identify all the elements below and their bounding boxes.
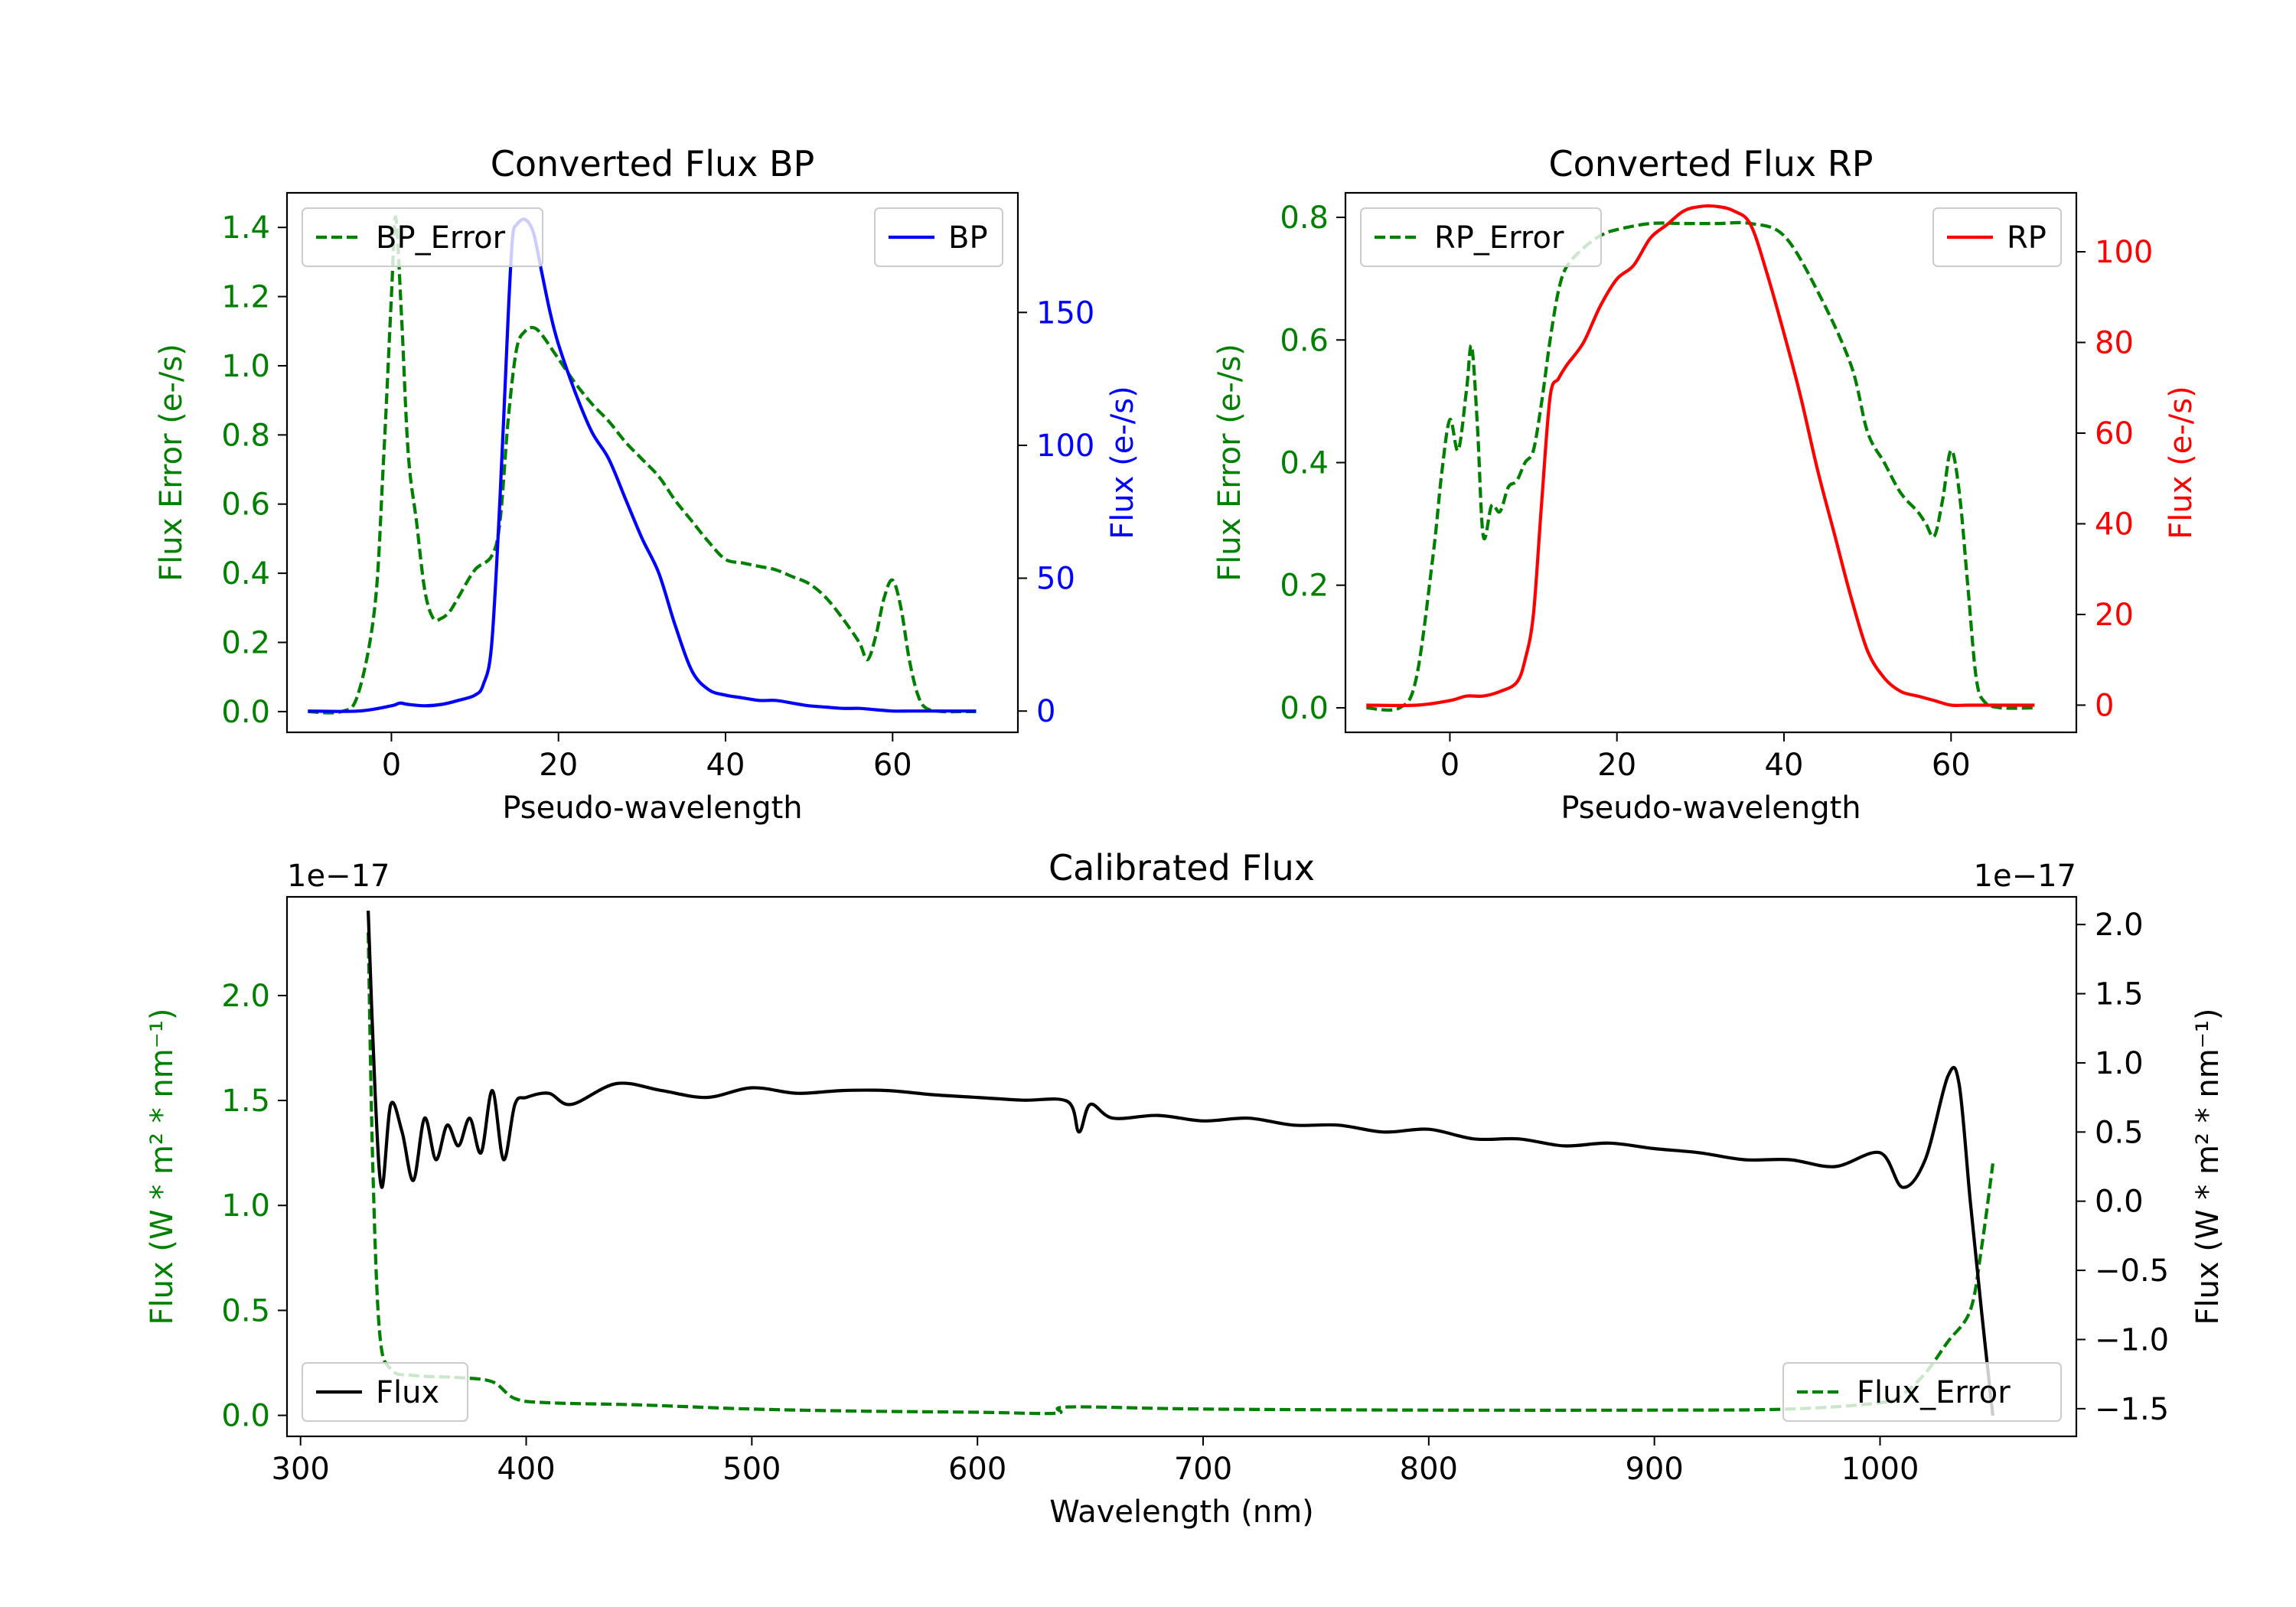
y-right-tick-label: 40: [2095, 507, 2134, 542]
y-left-tick-label: 1.0: [221, 1188, 270, 1224]
y-left-axis-label: Flux (W * m² * nm⁻¹): [145, 1009, 180, 1325]
y-right-tick-label: 60: [2095, 416, 2134, 451]
legend-bp: BP: [874, 207, 1003, 267]
legend-label: BP: [948, 220, 988, 256]
y-right-tick-label: 20: [2095, 598, 2134, 633]
x-tick-label: 800: [1400, 1452, 1458, 1487]
y-left-tick-label: 0.0: [221, 1399, 270, 1434]
x-tick-label: 900: [1625, 1452, 1683, 1487]
y-right-tick-label: 150: [1036, 295, 1094, 331]
y-left-tick-label: 0.6: [221, 487, 270, 523]
legend-box: [302, 1362, 468, 1422]
legend-label: RP: [2007, 220, 2047, 256]
rp-panel: Converted Flux RP 0 20 40 60 Pseudo-wavelengt…: [1212, 143, 2199, 826]
legend-label: BP_Error: [376, 220, 506, 256]
series-line-bp-error: [308, 215, 977, 715]
y-left-tick-label: 0.4: [221, 556, 270, 592]
plot-frame: [1344, 191, 2078, 734]
y-left-tick-label: 0.0: [221, 695, 270, 730]
y-right-tick-label: 100: [1036, 429, 1094, 464]
bp-panel: Converted Flux BP 0 20 40 60 Pseudo-wavelengt…: [154, 143, 1140, 826]
y-left-offset-label: 1e−17: [287, 859, 390, 894]
y-right-tick-label: 100: [2095, 235, 2153, 270]
legend-flux: Flux: [302, 1362, 468, 1422]
y-right-tick-label: −0.5: [2095, 1253, 2169, 1289]
y-left-tick-label: 1.2: [221, 280, 270, 315]
chart-title: Converted Flux BP: [491, 143, 815, 184]
y-left-tick-label: 0.4: [1280, 446, 1329, 481]
legend-label: Flux: [376, 1375, 439, 1410]
y-left-tick-label: 1.4: [221, 210, 270, 246]
series-line-flux: [367, 911, 1994, 1416]
y-left-tick-label: 0.2: [1280, 569, 1329, 604]
x-tick-label: 40: [1765, 748, 1804, 783]
legend-box: [302, 207, 543, 267]
y-right-tick-label: 0: [1036, 694, 1055, 729]
y-right-tick-label: 1.5: [2095, 977, 2144, 1012]
y-right-tick-label: −1.0: [2095, 1322, 2169, 1358]
x-axis-label: Pseudo-wavelength: [502, 790, 802, 826]
y-right-axis-label: Flux (e-/s): [2164, 386, 2199, 539]
x-axis-label: Pseudo-wavelength: [1561, 790, 1861, 826]
legend-box: [874, 207, 1003, 267]
y-left-axis-label: Flux Error (e-/s): [1212, 344, 1247, 582]
x-tick-label: 20: [1597, 748, 1636, 783]
x-tick-label: 40: [706, 748, 745, 783]
y-left-tick-label: 2.0: [221, 979, 270, 1014]
y-right-tick-label: 1.0: [2095, 1046, 2144, 1081]
y-right-tick-label: 0.0: [2095, 1185, 2144, 1220]
y-left-tick-label: 0.5: [221, 1293, 270, 1328]
legend-label: Flux_Error: [1857, 1375, 2011, 1410]
x-tick-label: 600: [948, 1452, 1006, 1487]
series-line-rp: [1366, 204, 2035, 707]
legend-box: [1360, 207, 1602, 267]
y-left-tick-label: 1.5: [221, 1084, 270, 1119]
legend-rp-error: RP_Error: [1360, 207, 1602, 267]
x-tick-label: 60: [873, 748, 912, 783]
x-tick-label: 400: [497, 1452, 555, 1487]
x-tick-label: 20: [539, 748, 578, 783]
x-tick-label: 300: [272, 1452, 330, 1487]
legend-box: [1782, 1362, 2062, 1422]
y-right-axis-label: Flux (W * m² * nm⁻¹): [2190, 1009, 2226, 1325]
y-left-tick-label: 0.2: [221, 626, 270, 661]
chart-title: Converted Flux RP: [1549, 143, 1874, 184]
legend-label: RP_Error: [1434, 220, 1564, 256]
y-right-axis-label: Flux (e-/s): [1105, 386, 1140, 539]
x-tick-label: 60: [1932, 748, 1971, 783]
y-left-tick-label: 0.8: [221, 418, 270, 453]
y-right-tick-label: 80: [2095, 326, 2134, 361]
x-tick-label: 1000: [1841, 1452, 1919, 1487]
y-right-offset-label: 1e−17: [1974, 859, 2076, 894]
x-tick-label: 0: [1440, 748, 1459, 783]
legend-box: [1932, 207, 2062, 267]
y-left-tick-label: 0.0: [1280, 691, 1329, 726]
x-tick-label: 500: [722, 1452, 781, 1487]
x-axis-label: Wavelength (nm): [1049, 1495, 1314, 1530]
y-left-tick-label: 0.8: [1280, 200, 1329, 236]
y-left-tick-label: 0.6: [1280, 323, 1329, 358]
y-left-axis-label: Flux Error (e-/s): [154, 344, 189, 582]
legend-rp: RP: [1932, 207, 2062, 267]
x-tick-label: 0: [382, 748, 401, 783]
y-right-tick-label: 0: [2095, 688, 2114, 723]
series-line-bp: [308, 217, 977, 713]
legend-bp-error: BP_Error: [302, 207, 543, 267]
plot-frame: [285, 895, 2078, 1438]
y-left-tick-label: 1.0: [221, 349, 270, 384]
legend-flux-error: Flux_Error: [1782, 1362, 2062, 1422]
calibrated-panel: Calibrated Flux 300 400 500 600 700 800 900 1000…: [145, 847, 2226, 1530]
plot-frame: [285, 191, 1019, 734]
y-right-tick-label: 2.0: [2095, 908, 2144, 943]
y-right-tick-label: −1.5: [2095, 1392, 2169, 1427]
y-right-tick-label: 50: [1036, 562, 1075, 597]
chart-title: Calibrated Flux: [1049, 847, 1315, 888]
x-tick-label: 700: [1174, 1452, 1232, 1487]
y-right-tick-label: 0.5: [2095, 1115, 2144, 1150]
